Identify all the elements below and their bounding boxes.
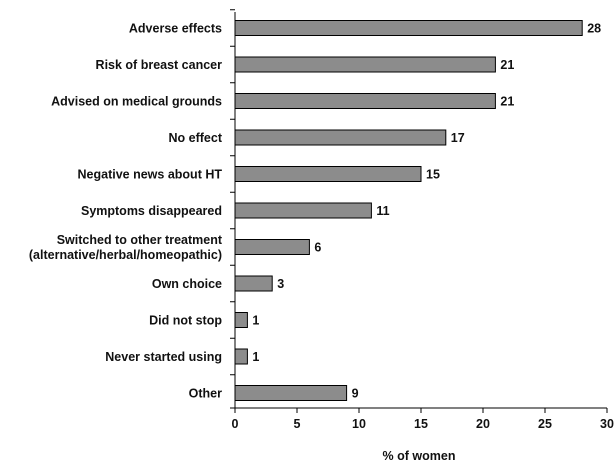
x-tick-label: 30 — [600, 417, 614, 431]
category-labels: Adverse effects Risk of breast cancer Advi… — [29, 22, 223, 401]
category-label: Advised on medical grounds — [51, 95, 222, 109]
value-label: 11 — [376, 204, 389, 218]
value-label: 28 — [587, 22, 601, 36]
bar — [234, 202, 372, 219]
category-label: Switched to other treatment — [57, 233, 223, 247]
bar — [234, 275, 273, 292]
value-label: 3 — [277, 277, 284, 291]
value-label: 21 — [500, 95, 514, 109]
value-label: 1 — [252, 314, 259, 328]
bars-group — [234, 20, 583, 401]
bar — [234, 56, 496, 73]
bar — [234, 93, 496, 109]
x-axis-title: % of women — [383, 449, 456, 463]
bar — [234, 385, 348, 401]
value-label: 9 — [352, 387, 359, 401]
bar — [234, 20, 583, 36]
value-label: 21 — [500, 58, 514, 72]
category-label: Negative news about HT — [78, 168, 223, 182]
category-label: Symptoms disappeared — [81, 204, 222, 218]
x-tick-label: 5 — [294, 417, 301, 431]
category-label: Adverse effects — [129, 22, 222, 36]
category-label: No effect — [169, 131, 223, 145]
x-tick-label: 25 — [538, 417, 552, 431]
category-label: (alternative/herbal/homeopathic) — [29, 248, 222, 262]
value-label: 17 — [451, 131, 465, 145]
x-tick-label: 10 — [352, 417, 366, 431]
x-tick-label: 15 — [414, 417, 428, 431]
category-label: Own choice — [152, 277, 222, 291]
category-label: Other — [189, 387, 222, 401]
bar — [234, 312, 248, 328]
x-tick-label: 0 — [232, 417, 239, 431]
bar — [234, 129, 447, 146]
category-label: Risk of breast cancer — [96, 58, 223, 72]
value-label: 6 — [314, 241, 321, 255]
x-ticks: 0 5 10 15 20 25 30 — [230, 9, 614, 431]
bar — [234, 166, 422, 182]
value-label: 1 — [252, 350, 259, 364]
x-tick-label: 20 — [476, 417, 490, 431]
category-label: Did not stop — [149, 314, 222, 328]
value-label: 15 — [426, 168, 440, 182]
bar — [234, 348, 248, 365]
category-label: Never started using — [105, 350, 222, 364]
bar — [234, 239, 310, 255]
